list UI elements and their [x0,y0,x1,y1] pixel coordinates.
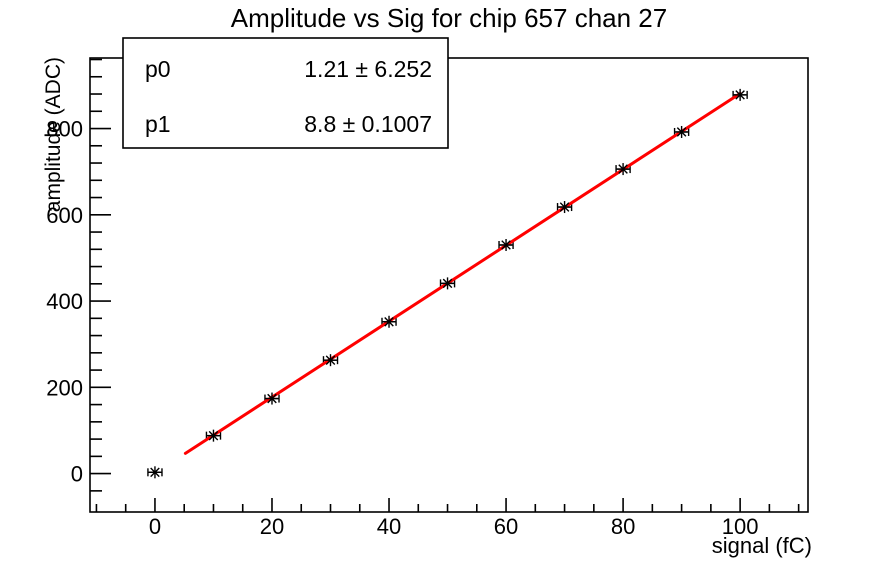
y-tick-label: 400 [46,289,83,314]
x-tick-label: 40 [377,514,401,539]
x-tick-label: 20 [260,514,284,539]
y-tick-label: 200 [46,375,83,400]
y-axis-ticks [90,58,111,492]
stats-box-frame [122,37,449,149]
stats-box: p0 1.21 ± 6.252 p1 8.8 ± 0.1007 [122,37,449,149]
star-marker [207,429,220,442]
stats-p1-value: 8.8 ± 0.1007 [304,111,432,137]
x-tick-label: 60 [494,514,518,539]
stats-p0-name: p0 [145,56,171,82]
star-marker [148,466,161,479]
x-axis-ticks [95,498,800,512]
x-tick-label: 0 [149,514,161,539]
x-axis-title: signal (fC) [712,533,812,558]
data-markers [148,88,747,479]
star-marker [265,392,278,405]
x-axis-tick-labels: 0 20 40 60 80 100 [149,514,759,539]
star-marker [734,88,747,101]
fit-line [183,91,742,455]
y-axis-tick-labels: 0 200 400 600 800 [46,117,83,487]
star-marker [441,277,454,290]
stats-p1-name: p1 [145,111,171,137]
star-marker [324,354,337,367]
x-tick-label: 100 [722,514,759,539]
plot-frame [89,57,809,513]
y-axis-title: amplitude (ADC) [42,57,65,212]
stats-p0-value: 1.21 ± 6.252 [304,56,432,82]
star-marker [617,163,630,176]
star-marker [383,315,396,328]
star-marker [675,125,688,138]
x-tick-label: 80 [611,514,635,539]
star-marker [558,201,571,214]
linear-fit-line [183,91,742,455]
y-tick-label: 0 [71,462,83,487]
star-marker [500,238,513,251]
chart-title: Amplitude vs Sig for chip 657 chan 27 [231,3,667,33]
y-tick-label: 800 [46,117,83,142]
y-tick-label: 600 [46,203,83,228]
